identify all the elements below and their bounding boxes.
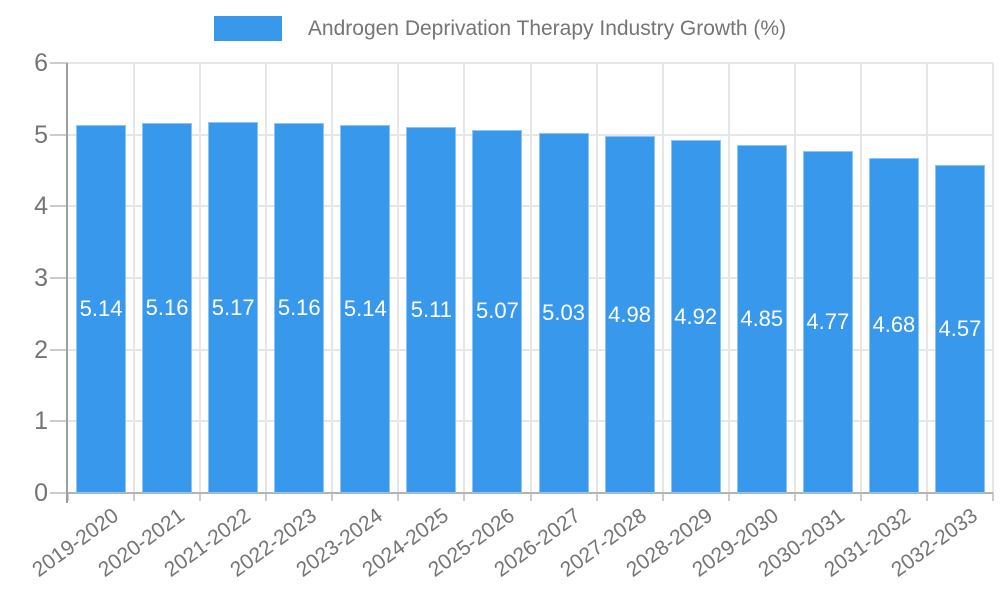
- y-axis-tick: [50, 420, 68, 423]
- bar-value-label: 5.17: [211, 294, 255, 320]
- y-axis-tick: [50, 133, 68, 136]
- x-axis-tick: [133, 493, 136, 501]
- bar-value-label: 5.11: [410, 296, 452, 322]
- x-axis-tick: [661, 493, 664, 501]
- gridline-vertical: [992, 63, 994, 493]
- y-axis-tick: [50, 492, 68, 494]
- bar[interactable]: 5.14: [340, 124, 391, 493]
- y-axis-tick: [50, 277, 68, 279]
- bar[interactable]: 5.03: [538, 132, 589, 493]
- bar[interactable]: 5.17: [208, 122, 259, 493]
- bar[interactable]: 5.07: [472, 129, 523, 493]
- x-axis-tick: [793, 493, 796, 501]
- gridline-vertical: [925, 63, 928, 493]
- gridline-vertical: [529, 63, 532, 493]
- x-axis-tick: [397, 493, 400, 501]
- bar[interactable]: 5.16: [274, 123, 325, 493]
- gridline-vertical: [133, 63, 136, 493]
- legend: Androgen Deprivation Therapy Industry Gr…: [0, 16, 1000, 41]
- x-axis-tick: [199, 493, 202, 501]
- bar-value-label: 4.77: [806, 309, 850, 335]
- bar-value-label: 4.92: [674, 303, 718, 329]
- bar[interactable]: 5.16: [142, 123, 193, 493]
- y-tick-label: 2: [34, 335, 48, 364]
- bar[interactable]: 4.57: [934, 165, 985, 493]
- bar-value-label: 5.03: [542, 299, 585, 325]
- x-axis-tick: [925, 493, 928, 501]
- gridline-vertical: [661, 63, 664, 493]
- y-tick-label: 1: [34, 407, 48, 436]
- x-axis-tick: [265, 493, 268, 501]
- x-axis-tick: [992, 493, 994, 501]
- gridline-vertical: [265, 63, 268, 493]
- y-axis-line: [66, 63, 68, 503]
- x-axis-line: [68, 492, 993, 494]
- legend-swatch: [213, 16, 282, 41]
- y-axis-tick: [50, 348, 68, 351]
- bar-value-label: 5.07: [476, 298, 519, 324]
- gridline-vertical: [463, 63, 466, 493]
- bar-value-label: 4.98: [608, 301, 651, 327]
- bar-value-label: 5.14: [79, 295, 123, 321]
- x-axis-tick: [331, 493, 334, 501]
- gridline-vertical: [595, 63, 598, 493]
- y-axis-tick: [50, 205, 68, 208]
- x-axis-tick: [463, 493, 466, 501]
- y-tick-label: 0: [34, 479, 48, 507]
- bar[interactable]: 4.77: [802, 151, 853, 493]
- bar[interactable]: 4.68: [868, 157, 919, 493]
- bar[interactable]: 5.14: [76, 124, 127, 493]
- x-axis-tick: [727, 493, 730, 501]
- x-axis-tick: [529, 493, 532, 501]
- gridline-vertical: [793, 63, 796, 493]
- gridline-vertical: [397, 63, 400, 493]
- bar-value-label: 5.16: [145, 295, 189, 321]
- y-tick-label: 4: [34, 192, 48, 221]
- bar-value-label: 4.85: [740, 306, 784, 332]
- gridline-vertical: [331, 63, 334, 493]
- bar-value-label: 4.57: [938, 316, 982, 342]
- x-axis-tick: [859, 493, 862, 501]
- gridline-vertical: [727, 63, 730, 493]
- y-tick-label: 3: [34, 264, 48, 292]
- bar[interactable]: 4.92: [670, 140, 721, 493]
- bar[interactable]: 4.98: [604, 136, 655, 493]
- y-axis-tick: [50, 62, 68, 64]
- chart-title: Androgen Deprivation Therapy Industry Gr…: [307, 16, 787, 40]
- y-tick-label: 6: [34, 49, 48, 77]
- legend-item[interactable]: Androgen Deprivation Therapy Industry Gr…: [213, 16, 787, 41]
- bar-value-label: 5.16: [277, 295, 321, 321]
- x-axis-tick: [595, 493, 598, 501]
- x-axis-tick: [67, 493, 69, 501]
- bar-value-label: 4.68: [872, 312, 916, 338]
- gridline-vertical: [859, 63, 862, 493]
- y-tick-label: 5: [34, 120, 48, 149]
- bar[interactable]: 5.11: [406, 126, 457, 493]
- bar[interactable]: 4.85: [736, 145, 787, 493]
- bar-value-label: 5.14: [343, 295, 387, 321]
- gridline-vertical: [199, 63, 202, 493]
